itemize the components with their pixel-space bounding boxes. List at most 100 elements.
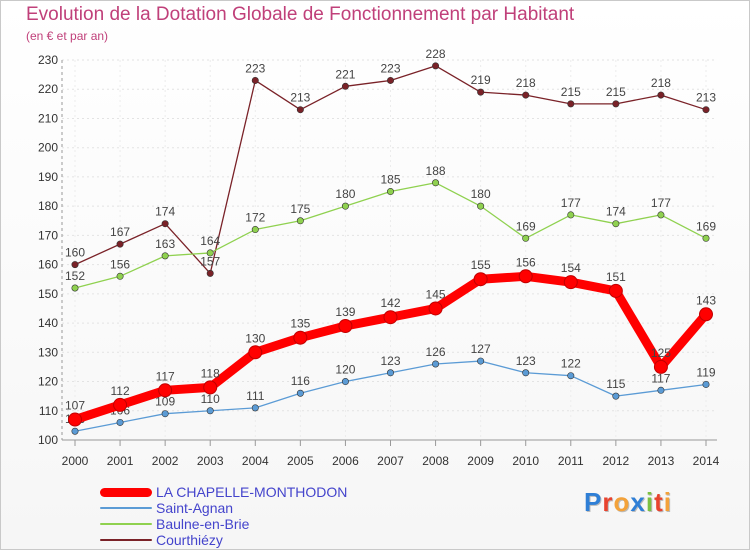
data-label-baulne-en-brie: 169 [516, 219, 536, 233]
legend-swatch-courthiezy [100, 539, 152, 541]
data-label-courthi-zy: 213 [696, 91, 716, 105]
data-point-saint-agnan [522, 369, 530, 377]
data-point-saint-agnan [567, 372, 575, 380]
data-point-baulne-en-brie [567, 211, 575, 219]
y-tick-label: 150 [38, 287, 58, 301]
x-tick-label: 2008 [422, 454, 449, 468]
legend-swatch-la-chapelle-monthodon [100, 488, 152, 497]
data-point-baulne-en-brie [71, 284, 79, 292]
x-tick-label: 2011 [558, 454, 584, 468]
data-point-courthi-zy [386, 76, 394, 84]
data-label-saint-agnan: 111 [246, 389, 265, 403]
y-tick-label: 100 [38, 433, 58, 447]
data-label-baulne-en-brie: 163 [155, 237, 175, 251]
data-point-la-chapelle-monthodon [293, 330, 308, 345]
legend-label-la-chapelle-monthodon: LA CHAPELLE-MONTHODON [156, 484, 348, 500]
data-label-saint-agnan: 115 [606, 377, 625, 391]
data-point-saint-agnan [432, 360, 440, 368]
x-tick-label: 2001 [107, 454, 134, 468]
x-tick-label: 2003 [197, 454, 224, 468]
data-label-courthi-zy: 215 [606, 85, 626, 99]
data-label-baulne-en-brie: 180 [335, 187, 355, 201]
data-point-courthi-zy [567, 100, 575, 108]
logo-letter: o [613, 487, 631, 517]
data-point-la-chapelle-monthodon [473, 272, 488, 287]
x-tick-label: 2004 [242, 454, 269, 468]
chart-title: Evolution de la Dotation Globale de Fonc… [26, 4, 575, 25]
data-point-la-chapelle-monthodon [699, 307, 713, 322]
data-point-la-chapelle-monthodon [518, 269, 533, 284]
legend-swatch-saint-agnan [100, 507, 152, 509]
data-point-la-chapelle-monthodon [158, 383, 173, 398]
y-tick-label: 160 [38, 258, 58, 272]
x-tick-label: 2002 [152, 454, 179, 468]
data-label-baulne-en-brie: 174 [606, 205, 626, 219]
data-point-baulne-en-brie [702, 234, 710, 242]
data-point-courthi-zy [657, 91, 665, 99]
data-point-baulne-en-brie [432, 179, 440, 187]
y-tick-label: 180 [38, 199, 58, 213]
y-tick-label: 130 [38, 345, 58, 359]
data-label-saint-agnan: 120 [335, 363, 355, 377]
data-label-courthi-zy: 174 [155, 205, 175, 219]
data-point-saint-agnan [386, 369, 394, 377]
data-point-saint-agnan [296, 389, 304, 397]
data-point-courthi-zy [612, 100, 620, 108]
data-label-courthi-zy: 160 [65, 246, 85, 260]
data-point-saint-agnan [341, 378, 349, 386]
data-point-courthi-zy [116, 240, 124, 248]
y-tick-label: 230 [38, 53, 58, 67]
data-label-la-chapelle-monthodon: 107 [65, 399, 85, 413]
x-tick-label: 2000 [62, 454, 89, 468]
data-point-la-chapelle-monthodon [113, 397, 128, 412]
x-tick-label: 2009 [467, 454, 494, 468]
data-point-courthi-zy [477, 88, 485, 96]
data-label-baulne-en-brie: 169 [696, 219, 716, 233]
data-label-baulne-en-brie: 188 [426, 164, 446, 178]
data-label-saint-agnan: 123 [516, 354, 536, 368]
logo-letter: t [654, 487, 664, 517]
data-label-courthi-zy: 223 [245, 61, 265, 75]
data-label-courthi-zy: 218 [651, 76, 671, 90]
x-tick-label: 2012 [603, 454, 630, 468]
data-point-baulne-en-brie [206, 249, 214, 257]
x-tick-label: 2014 [693, 454, 720, 468]
data-point-baulne-en-brie [477, 202, 485, 210]
data-label-courthi-zy: 219 [471, 73, 491, 87]
data-label-la-chapelle-monthodon: 156 [516, 255, 536, 269]
data-label-la-chapelle-monthodon: 135 [290, 317, 310, 331]
data-label-courthi-zy: 221 [335, 67, 355, 81]
y-tick-label: 200 [38, 141, 58, 155]
y-tick-label: 170 [38, 228, 58, 242]
y-tick-label: 220 [38, 82, 58, 96]
data-point-la-chapelle-monthodon [383, 310, 398, 325]
data-label-la-chapelle-monthodon: 154 [561, 261, 581, 275]
y-tick-label: 190 [38, 170, 58, 184]
x-tick-label: 2010 [512, 454, 539, 468]
data-point-courthi-zy [251, 76, 259, 84]
data-point-courthi-zy [206, 269, 214, 277]
data-label-baulne-en-brie: 177 [561, 196, 581, 210]
data-point-courthi-zy [432, 62, 440, 70]
data-label-baulne-en-brie: 172 [245, 211, 265, 225]
data-label-courthi-zy: 218 [516, 76, 536, 90]
data-label-la-chapelle-monthodon: 130 [245, 331, 265, 345]
x-tick-label: 2013 [648, 454, 675, 468]
data-label-saint-agnan: 123 [380, 354, 400, 368]
data-point-la-chapelle-monthodon [653, 359, 668, 374]
logo-letter: P [584, 487, 603, 517]
data-label-baulne-en-brie: 175 [290, 202, 310, 216]
data-label-saint-agnan: 127 [471, 342, 491, 356]
logo-letter: i [663, 487, 672, 517]
logo-letter: r [602, 487, 614, 517]
data-label-saint-agnan: 119 [696, 365, 715, 379]
logo-letter: i [645, 487, 655, 517]
data-point-saint-agnan [251, 404, 259, 412]
data-point-courthi-zy [161, 220, 169, 228]
data-point-baulne-en-brie [251, 226, 259, 234]
data-point-saint-agnan [657, 386, 665, 394]
legend-label-saint-agnan: Saint-Agnan [156, 500, 234, 516]
data-label-la-chapelle-monthodon: 112 [111, 384, 130, 398]
y-tick-label: 110 [39, 404, 58, 418]
